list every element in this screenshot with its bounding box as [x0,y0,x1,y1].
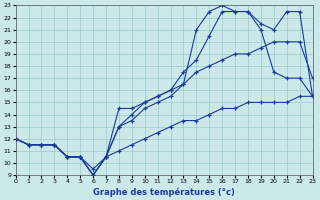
X-axis label: Graphe des températures (°c): Graphe des températures (°c) [93,187,235,197]
